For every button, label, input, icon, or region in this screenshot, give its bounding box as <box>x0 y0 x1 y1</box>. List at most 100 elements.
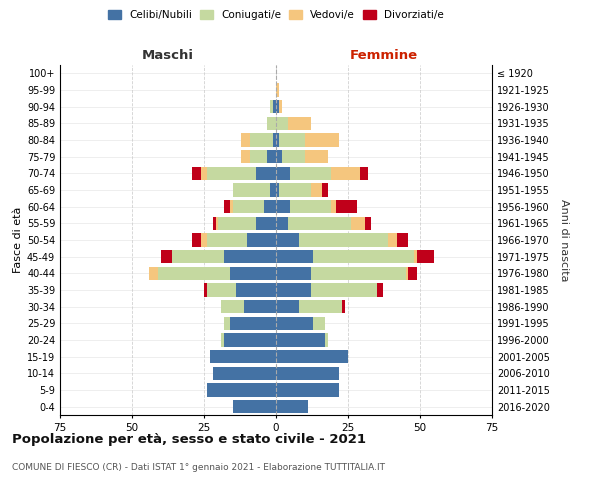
Bar <box>256 166 276 180</box>
Bar <box>244 300 276 314</box>
Bar <box>325 334 328 346</box>
Bar <box>322 184 328 196</box>
Bar <box>406 266 409 280</box>
Bar <box>287 116 311 130</box>
Bar <box>414 250 417 264</box>
Bar <box>276 300 299 314</box>
Bar <box>265 200 276 213</box>
Bar <box>342 300 345 314</box>
Bar <box>204 284 207 296</box>
Bar <box>276 184 279 196</box>
Bar <box>276 200 290 213</box>
Bar <box>313 316 325 330</box>
Bar <box>207 166 256 180</box>
Bar <box>290 166 331 180</box>
Text: Popolazione per età, sesso e stato civile - 2021: Popolazione per età, sesso e stato civil… <box>12 432 366 446</box>
Bar <box>359 166 368 180</box>
Bar <box>299 234 388 246</box>
Bar <box>158 266 230 280</box>
Bar <box>233 184 270 196</box>
Bar <box>311 266 406 280</box>
Bar <box>279 134 305 146</box>
Bar <box>287 216 351 230</box>
Bar <box>193 234 201 246</box>
Bar <box>212 216 215 230</box>
Bar <box>276 316 313 330</box>
Bar <box>273 134 276 146</box>
Bar <box>337 200 356 213</box>
Bar <box>193 166 201 180</box>
Bar <box>149 266 158 280</box>
Bar <box>311 284 377 296</box>
Bar <box>224 334 276 346</box>
Bar <box>210 350 276 364</box>
Bar <box>397 234 409 246</box>
Bar <box>331 166 359 180</box>
Bar <box>172 250 224 264</box>
Bar <box>207 384 276 396</box>
Bar <box>230 316 276 330</box>
Bar <box>250 134 273 146</box>
Bar <box>224 200 230 213</box>
Bar <box>276 350 348 364</box>
Bar <box>377 284 383 296</box>
Text: Maschi: Maschi <box>142 48 194 62</box>
Legend: Celibi/Nubili, Coniugati/e, Vedovi/e, Divorziati/e: Celibi/Nubili, Coniugati/e, Vedovi/e, Di… <box>106 8 446 22</box>
Bar <box>276 84 279 96</box>
Bar <box>224 250 276 264</box>
Bar <box>305 134 340 146</box>
Bar <box>256 216 276 230</box>
Bar <box>207 234 247 246</box>
Bar <box>215 216 218 230</box>
Bar <box>299 300 342 314</box>
Bar <box>241 150 250 164</box>
Bar <box>241 134 250 146</box>
Bar <box>417 250 434 264</box>
Bar <box>268 150 276 164</box>
Y-axis label: Anni di nascita: Anni di nascita <box>559 198 569 281</box>
Bar <box>276 284 311 296</box>
Bar <box>276 216 287 230</box>
Bar <box>276 116 287 130</box>
Bar <box>311 184 322 196</box>
Bar <box>276 150 282 164</box>
Bar <box>276 366 340 380</box>
Bar <box>276 234 299 246</box>
Bar <box>230 266 276 280</box>
Bar <box>233 200 265 213</box>
Bar <box>218 216 256 230</box>
Bar <box>270 184 276 196</box>
Bar <box>282 150 305 164</box>
Bar <box>273 100 276 114</box>
Bar <box>161 250 172 264</box>
Bar <box>388 234 397 246</box>
Bar <box>236 284 276 296</box>
Bar <box>305 150 328 164</box>
Bar <box>276 384 340 396</box>
Text: Femmine: Femmine <box>350 48 418 62</box>
Bar <box>276 250 313 264</box>
Bar <box>276 166 290 180</box>
Bar <box>276 334 325 346</box>
Bar <box>276 100 279 114</box>
Bar <box>276 134 279 146</box>
Bar <box>279 100 282 114</box>
Bar <box>276 400 308 413</box>
Bar <box>221 334 224 346</box>
Bar <box>290 200 331 213</box>
Bar <box>268 116 276 130</box>
Bar <box>207 284 236 296</box>
Bar <box>247 234 276 246</box>
Bar <box>250 150 268 164</box>
Bar <box>313 250 414 264</box>
Bar <box>221 300 244 314</box>
Bar <box>365 216 371 230</box>
Bar <box>331 200 337 213</box>
Bar <box>351 216 365 230</box>
Bar <box>409 266 417 280</box>
Y-axis label: Fasce di età: Fasce di età <box>13 207 23 273</box>
Bar <box>201 234 207 246</box>
Bar <box>224 316 230 330</box>
Text: COMUNE DI FIESCO (CR) - Dati ISTAT 1° gennaio 2021 - Elaborazione TUTTITALIA.IT: COMUNE DI FIESCO (CR) - Dati ISTAT 1° ge… <box>12 462 385 471</box>
Bar <box>230 200 233 213</box>
